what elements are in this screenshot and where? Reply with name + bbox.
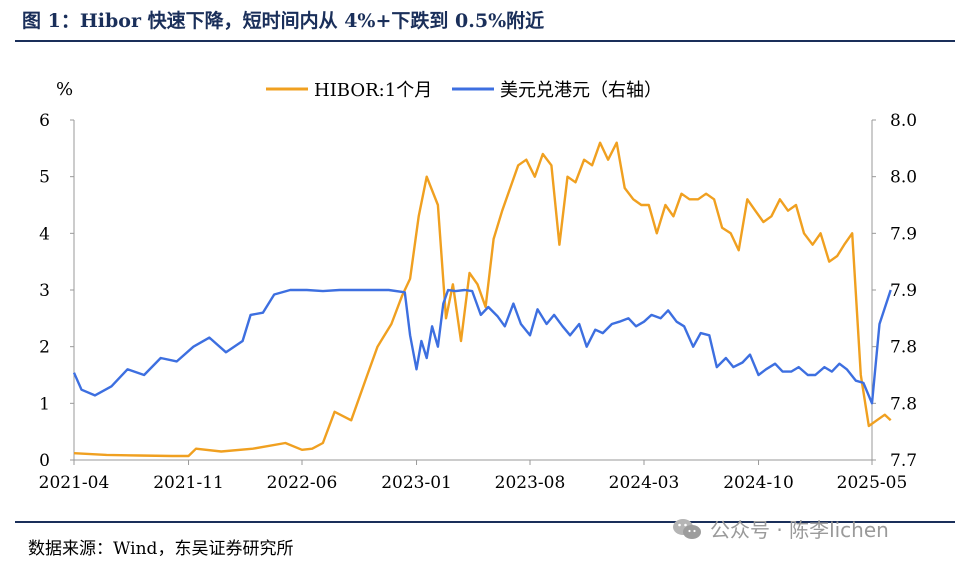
y-tick-label: 5	[39, 168, 50, 188]
x-tick-label: 2023-01	[381, 473, 452, 493]
y-tick-label: 4	[39, 224, 50, 244]
y2-tick-label: 8.0	[890, 111, 917, 131]
y2-tick-label: 8.0	[890, 168, 917, 188]
y-tick-label: 6	[39, 111, 50, 131]
y-tick-label: 3	[39, 281, 50, 301]
y-tick-label: 2	[39, 338, 50, 358]
y-tick-label: 1	[39, 394, 50, 414]
title-rule	[15, 40, 955, 42]
x-tick-label: 2023-08	[495, 473, 566, 493]
x-tick-label: 2022-06	[267, 473, 338, 493]
series-line-usdhkd	[72, 288, 892, 405]
watermark-text: 公众号 · 陈李lichen	[710, 518, 889, 542]
x-tick-label: 2024-03	[609, 473, 680, 493]
x-tick-label: 2021-11	[153, 473, 224, 493]
watermark: 公众号 · 陈李lichen	[672, 514, 889, 543]
figure-title: 图 1：Hibor 快速下降，短时间内从 4%+下跌到 0.5%附近	[22, 10, 545, 32]
x-tick-label: 2021-04	[39, 473, 110, 493]
y2-tick-label: 7.9	[890, 224, 917, 244]
x-tick-label: 2025-05	[837, 473, 908, 493]
y-tick-label: 0	[39, 451, 50, 471]
legend: HIBOR:1个月 美元兑港元（右轴）	[266, 80, 662, 101]
series-line-hibor	[73, 141, 892, 458]
y2-tick-label: 7.9	[890, 281, 917, 301]
source-note: 数据来源：Wind，东吴证券研究所	[28, 539, 294, 559]
legend-label-usdhkd: 美元兑港元（右轴）	[500, 80, 662, 101]
wechat-icon	[672, 517, 702, 541]
y2-tick-label: 7.7	[890, 451, 917, 471]
x-tick-label: 2024-10	[723, 473, 794, 493]
y2-tick-label: 7.8	[890, 394, 917, 414]
footer-rule	[15, 521, 955, 523]
legend-label-hibor: HIBOR:1个月	[314, 80, 432, 101]
left-axis-unit: %	[56, 79, 73, 100]
y2-tick-label: 7.8	[890, 338, 917, 358]
line-chart: % HIBOR:1个月 美元兑港元（右轴） 0 1 2 3 4 5 6 7.7 7.8 7.8 7.…	[39, 79, 917, 493]
